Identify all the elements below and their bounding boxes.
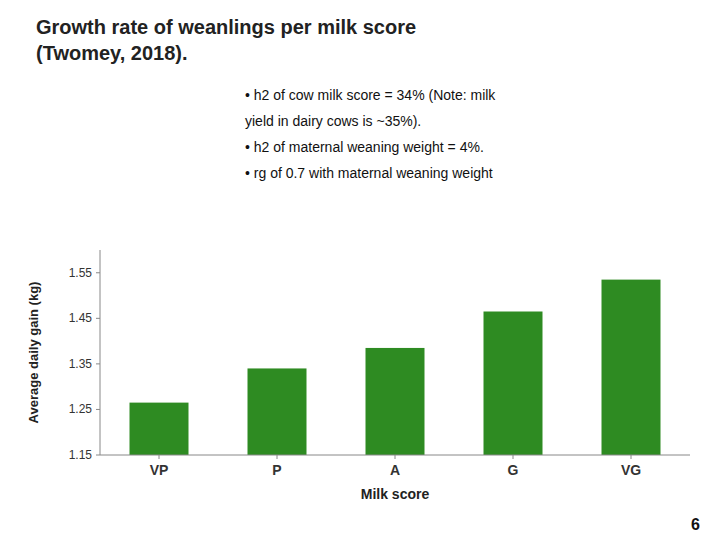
page-number: 6 — [691, 516, 700, 533]
bar — [130, 403, 189, 455]
y-tick-label: 1.35 — [69, 357, 93, 371]
y-tick — [96, 318, 100, 319]
x-tick — [395, 455, 396, 459]
annotation: yield in dairy cows is ~35%). — [245, 113, 421, 129]
bar — [602, 280, 661, 455]
annotation: • h2 of maternal weaning weight = 4%. — [245, 139, 484, 155]
y-axis-label: Average daily gain (kg) — [26, 282, 41, 424]
x-tick — [159, 455, 160, 459]
y-tick — [96, 455, 100, 456]
y-tick-label: 1.45 — [69, 311, 93, 325]
x-tick — [513, 455, 514, 459]
annotation: • h2 of cow milk score = 34% (Note: milk — [245, 87, 496, 103]
bar — [366, 348, 425, 455]
x-tick-label: P — [272, 462, 281, 478]
subtitle: (Twomey, 2018). — [36, 42, 188, 64]
title: Growth rate of weanlings per milk score — [36, 16, 416, 38]
y-tick-label: 1.25 — [69, 402, 93, 416]
x-axis-label: Milk score — [361, 486, 430, 502]
chart: Growth rate of weanlings per milk score (… — [0, 0, 720, 540]
y-tick — [96, 363, 100, 364]
bar — [484, 312, 543, 456]
x-tick-label: VP — [150, 462, 169, 478]
y-tick-label: 1.15 — [69, 448, 93, 462]
x-tick-label: G — [508, 462, 519, 478]
y-tick — [96, 409, 100, 410]
bars — [130, 280, 661, 455]
annotation: • rg of 0.7 with maternal weaning weight — [245, 165, 493, 181]
y-tick-label: 1.55 — [69, 266, 93, 280]
y-tick — [96, 272, 100, 273]
x-tick — [631, 455, 632, 459]
bar — [248, 368, 307, 455]
y-axis-line — [100, 250, 101, 455]
x-tick — [277, 455, 278, 459]
x-tick-label: VG — [621, 462, 641, 478]
x-tick-label: A — [390, 462, 400, 478]
